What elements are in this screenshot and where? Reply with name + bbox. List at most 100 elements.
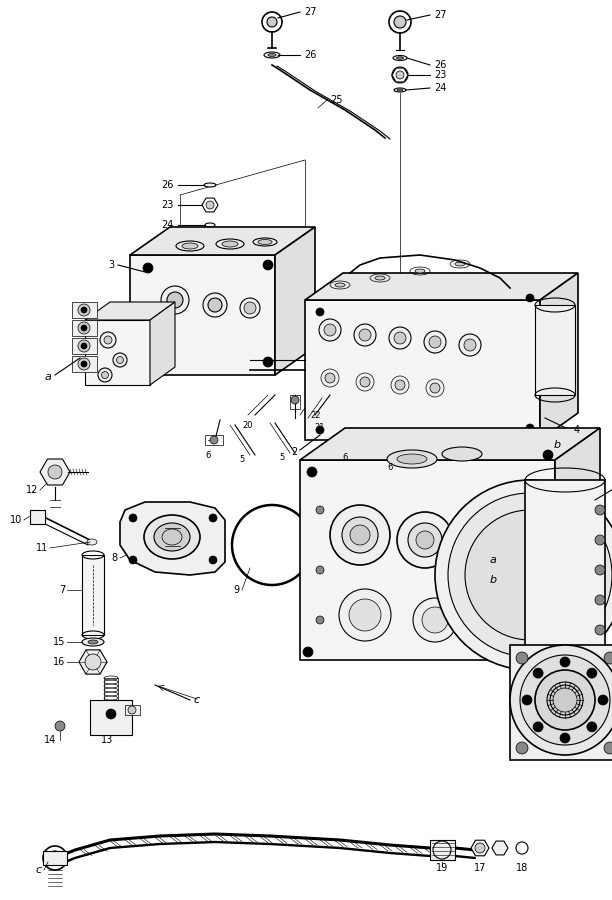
Circle shape xyxy=(321,369,339,387)
Circle shape xyxy=(104,336,112,344)
Circle shape xyxy=(395,380,405,390)
Circle shape xyxy=(208,298,222,312)
Circle shape xyxy=(496,566,504,574)
Ellipse shape xyxy=(162,529,182,545)
Bar xyxy=(43,851,67,865)
Ellipse shape xyxy=(258,239,272,245)
Circle shape xyxy=(408,523,442,557)
Bar xyxy=(82,555,104,635)
Circle shape xyxy=(533,722,543,732)
Bar xyxy=(72,320,97,336)
Circle shape xyxy=(435,480,612,670)
Text: 23: 23 xyxy=(434,70,446,80)
Circle shape xyxy=(129,514,137,522)
Circle shape xyxy=(426,379,444,397)
Text: 2: 2 xyxy=(291,447,297,457)
Circle shape xyxy=(396,71,404,79)
Text: 3: 3 xyxy=(108,260,114,270)
Text: 16: 16 xyxy=(53,657,65,667)
Circle shape xyxy=(550,685,580,715)
Text: a: a xyxy=(490,555,497,565)
Text: 13: 13 xyxy=(101,735,113,745)
Text: 26: 26 xyxy=(434,60,446,70)
Circle shape xyxy=(303,647,313,657)
Circle shape xyxy=(394,332,406,344)
Text: 6: 6 xyxy=(205,451,211,460)
Circle shape xyxy=(396,71,404,79)
Ellipse shape xyxy=(182,243,198,249)
Circle shape xyxy=(560,657,570,667)
Text: b: b xyxy=(490,575,497,585)
Polygon shape xyxy=(305,273,578,300)
Text: 27: 27 xyxy=(434,10,447,20)
Ellipse shape xyxy=(268,53,276,57)
Circle shape xyxy=(526,424,534,432)
Ellipse shape xyxy=(154,523,190,551)
Text: 26: 26 xyxy=(162,180,174,190)
Circle shape xyxy=(394,16,406,28)
Circle shape xyxy=(291,396,299,404)
Circle shape xyxy=(535,670,595,730)
Circle shape xyxy=(391,376,409,394)
Ellipse shape xyxy=(88,640,98,644)
Circle shape xyxy=(167,292,183,308)
Text: 15: 15 xyxy=(53,637,65,647)
Polygon shape xyxy=(150,302,175,385)
Circle shape xyxy=(113,353,127,367)
Text: 27: 27 xyxy=(304,7,316,17)
Circle shape xyxy=(342,517,378,553)
Circle shape xyxy=(350,525,370,545)
Circle shape xyxy=(209,556,217,564)
Circle shape xyxy=(85,654,101,670)
Polygon shape xyxy=(40,459,70,485)
Circle shape xyxy=(516,652,528,664)
Circle shape xyxy=(387,447,397,457)
Polygon shape xyxy=(85,302,175,320)
Circle shape xyxy=(516,742,528,754)
Ellipse shape xyxy=(82,638,104,646)
Ellipse shape xyxy=(397,454,427,464)
Circle shape xyxy=(78,304,90,316)
Circle shape xyxy=(533,668,543,678)
Circle shape xyxy=(81,361,87,367)
Circle shape xyxy=(343,440,353,450)
Text: 24: 24 xyxy=(434,83,446,93)
Bar xyxy=(290,395,300,409)
Circle shape xyxy=(496,616,504,624)
Ellipse shape xyxy=(55,721,65,731)
Circle shape xyxy=(448,493,612,657)
Text: 7: 7 xyxy=(59,585,65,595)
Circle shape xyxy=(496,506,504,514)
Bar xyxy=(430,840,455,860)
Circle shape xyxy=(206,201,214,209)
Bar xyxy=(130,255,275,375)
Circle shape xyxy=(263,357,273,367)
Bar xyxy=(305,300,540,440)
Circle shape xyxy=(359,329,371,341)
Circle shape xyxy=(349,599,381,631)
Text: 17: 17 xyxy=(474,863,486,873)
Text: b: b xyxy=(554,440,561,450)
Ellipse shape xyxy=(397,89,403,91)
Text: c: c xyxy=(193,695,199,705)
Circle shape xyxy=(325,373,335,383)
Text: 5: 5 xyxy=(239,455,245,464)
Text: 24: 24 xyxy=(162,220,174,230)
Circle shape xyxy=(459,334,481,356)
Circle shape xyxy=(595,565,605,575)
Circle shape xyxy=(595,535,605,545)
Circle shape xyxy=(240,298,260,318)
Circle shape xyxy=(543,450,553,460)
Ellipse shape xyxy=(335,283,345,287)
Circle shape xyxy=(78,322,90,334)
Bar xyxy=(30,510,45,524)
Polygon shape xyxy=(275,227,315,375)
Ellipse shape xyxy=(144,515,200,559)
Circle shape xyxy=(106,709,116,719)
Circle shape xyxy=(330,505,390,565)
Bar xyxy=(525,480,605,670)
Text: 18: 18 xyxy=(516,863,528,873)
Circle shape xyxy=(595,625,605,635)
Circle shape xyxy=(389,11,411,33)
Circle shape xyxy=(128,706,136,714)
